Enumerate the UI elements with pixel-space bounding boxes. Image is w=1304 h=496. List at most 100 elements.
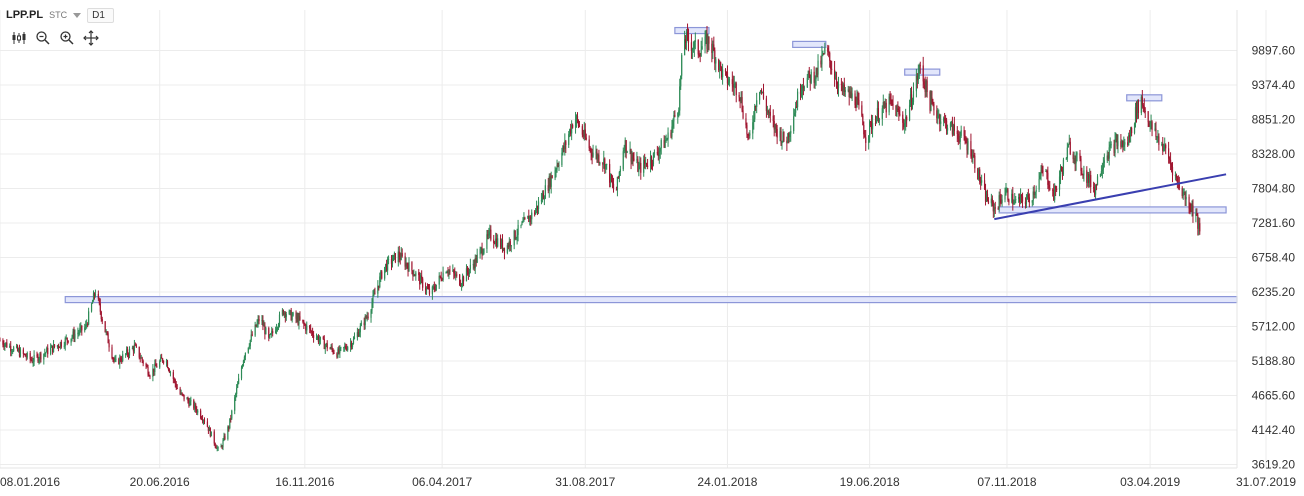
candle-body xyxy=(966,143,968,151)
candle-body xyxy=(442,272,444,280)
candle-body xyxy=(237,378,240,384)
candle-body xyxy=(489,229,491,232)
candle-body xyxy=(400,253,402,260)
candle-body xyxy=(407,266,409,272)
candle-body xyxy=(636,159,638,161)
candle-body xyxy=(234,397,236,411)
candle-body xyxy=(70,338,72,343)
candle-body xyxy=(282,310,284,315)
candle-body xyxy=(582,134,584,137)
candle-body xyxy=(479,248,481,255)
candle-body xyxy=(1107,155,1109,159)
candle-body xyxy=(855,105,857,108)
level-zone[interactable] xyxy=(792,40,827,49)
candle-body xyxy=(1039,175,1041,179)
candle-body xyxy=(584,129,586,138)
candle-body xyxy=(754,105,756,120)
candle-body xyxy=(633,158,635,161)
candle-body xyxy=(345,346,347,349)
chevron-down-icon xyxy=(73,12,82,18)
candle-body xyxy=(543,198,545,200)
candles xyxy=(0,23,1201,452)
candle-body xyxy=(37,355,39,362)
candle-body xyxy=(38,358,40,362)
candle-body xyxy=(67,340,69,343)
candle-body xyxy=(153,368,155,372)
candle-body xyxy=(911,102,914,107)
trendline[interactable] xyxy=(994,173,1227,221)
candle-body xyxy=(527,216,529,219)
y-tick-label: 4142.40 xyxy=(1252,423,1296,437)
candle-body xyxy=(1068,141,1070,145)
candle-body xyxy=(40,353,42,360)
candle-body xyxy=(163,361,165,363)
candle-body xyxy=(391,260,394,264)
level-zone[interactable] xyxy=(64,295,1238,304)
candle-body xyxy=(731,79,733,85)
candle-body xyxy=(714,50,716,64)
candle-body xyxy=(794,112,796,117)
candle-body xyxy=(1151,121,1153,130)
candle-body xyxy=(991,198,993,203)
candle-body xyxy=(1124,142,1126,145)
candle-body xyxy=(269,334,271,338)
candle-body xyxy=(44,353,46,355)
candle-body xyxy=(195,404,197,410)
level-zone[interactable] xyxy=(674,26,710,35)
candle-body xyxy=(745,118,747,126)
candle-body xyxy=(592,152,594,157)
candle-body xyxy=(659,148,661,152)
level-zone[interactable] xyxy=(904,68,941,76)
candle-body xyxy=(231,410,233,419)
candle-body xyxy=(964,135,966,142)
candle-body xyxy=(999,195,1001,200)
candle-body xyxy=(323,339,325,350)
pan-icon[interactable] xyxy=(82,30,100,46)
candle-body xyxy=(1055,185,1057,189)
candle-body xyxy=(753,119,755,123)
candle-body xyxy=(1106,155,1108,161)
candle-body xyxy=(1116,138,1118,147)
candle-body xyxy=(903,122,905,128)
candle-body xyxy=(1011,193,1013,203)
candle-body xyxy=(712,44,714,53)
candle-body xyxy=(514,230,516,239)
candle-body xyxy=(905,116,907,124)
timeframe-dropdown[interactable]: D1 xyxy=(87,7,114,23)
candle-body xyxy=(180,392,182,395)
instrument-type-dropdown[interactable]: STC xyxy=(49,10,82,20)
candle-body xyxy=(52,344,55,352)
candle-body xyxy=(108,343,110,348)
candle-body xyxy=(564,141,566,150)
candle-body xyxy=(133,344,135,352)
candle-body xyxy=(1181,188,1183,197)
zoom-out-icon[interactable] xyxy=(34,30,52,46)
candle-body xyxy=(469,264,471,270)
candle-body xyxy=(1157,136,1159,138)
candle-body xyxy=(1168,158,1171,160)
candle-body xyxy=(57,345,60,348)
candle-body xyxy=(1087,174,1089,183)
candle-body xyxy=(779,131,781,138)
candle-body xyxy=(372,295,374,303)
candle-body xyxy=(585,137,587,140)
candle-body xyxy=(705,34,707,37)
candle-body xyxy=(347,346,349,351)
candle-body xyxy=(1148,122,1150,127)
candle-body xyxy=(597,154,599,159)
candle-body xyxy=(278,314,281,325)
candle-body xyxy=(365,316,367,319)
candle-body xyxy=(357,332,359,337)
candle-body xyxy=(960,130,962,136)
zoom-in-icon[interactable] xyxy=(58,30,76,46)
candle-body xyxy=(303,321,305,325)
candle-body xyxy=(706,34,708,49)
candles-icon[interactable] xyxy=(10,30,28,46)
candle-body xyxy=(432,286,434,288)
candle-body xyxy=(677,112,679,117)
candle-body xyxy=(718,59,720,71)
candle-body xyxy=(1033,191,1035,196)
candle-body xyxy=(445,272,447,274)
candle-body xyxy=(86,324,88,326)
